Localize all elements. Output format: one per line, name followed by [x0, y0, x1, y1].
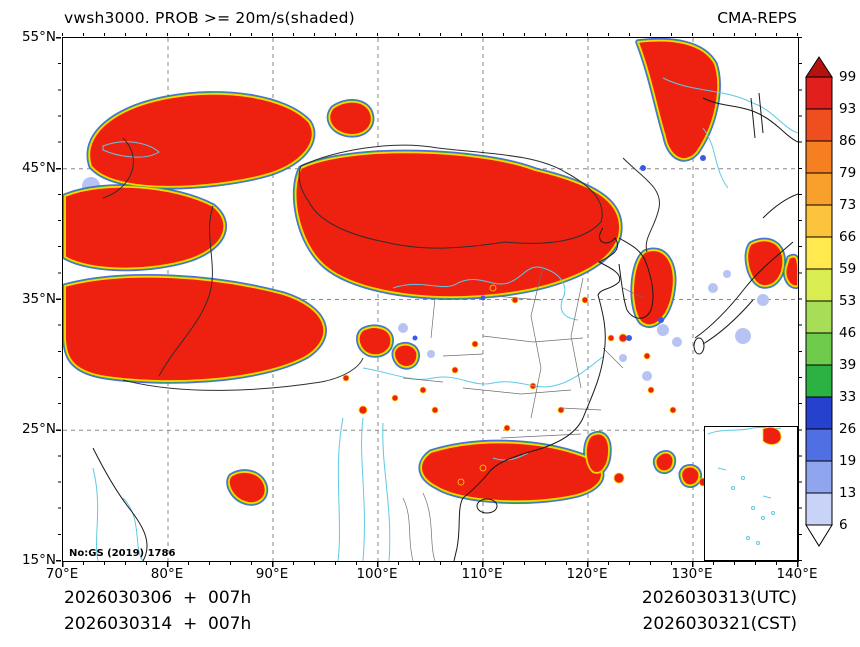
coastlines	[92, 92, 798, 561]
colorbar-tick: 53	[839, 293, 857, 309]
y-tick-label: 35°N	[21, 291, 56, 307]
colorbar-segment	[805, 332, 833, 366]
colorbar-tick: 93	[839, 101, 857, 117]
colorbar-segment	[805, 428, 833, 462]
colorbar-segment	[805, 492, 833, 526]
model-name: CMA-REPS	[717, 9, 797, 27]
x-tick-label: 80°E	[150, 566, 184, 582]
colorbar-segment	[805, 396, 833, 430]
colorbar-tick: 99	[839, 69, 857, 85]
colorbar-tick: 33	[839, 389, 857, 405]
province-borders	[402, 265, 644, 561]
y-tick-label: 25°N	[21, 421, 56, 437]
watermark-label: No:GS (2019) 1786	[69, 548, 175, 559]
y-tick-label: 15°N	[21, 552, 56, 568]
colorbar-segment	[805, 140, 833, 174]
x-axis-top-ticks	[62, 33, 799, 36]
country-borders	[102, 137, 660, 391]
colorbar-segment	[805, 172, 833, 206]
colorbar-segment	[805, 204, 833, 238]
colorbar-tick: 66	[839, 229, 857, 245]
colorbar-tick: 46	[839, 325, 857, 341]
colorbar-segment	[805, 76, 833, 110]
x-tick-label: 140°E	[776, 566, 818, 582]
colorbar-arrow-top	[805, 56, 833, 78]
colorbar-segment	[805, 108, 833, 142]
colorbar-tick: 59	[839, 261, 857, 277]
y-axis-major-ticks	[56, 37, 61, 562]
y-tick-label: 55°N	[21, 29, 56, 45]
south-china-sea-inset	[704, 426, 798, 561]
colorbar-segment	[805, 236, 833, 270]
colorbar-tick: 13	[839, 485, 857, 501]
valid-time-utc: 2026030313(UTC)	[641, 588, 797, 608]
colorbar-tick: 73	[839, 197, 857, 213]
y-tick-label: 45°N	[21, 160, 56, 176]
map-canvas: No:GS (2019) 1786	[63, 38, 798, 561]
colorbar-segment	[805, 460, 833, 494]
colorbar-tick: 79	[839, 165, 857, 181]
x-tick-label: 130°E	[671, 566, 713, 582]
init-time-utc-line: 2026030306 + 007h	[64, 588, 252, 608]
probability-shaded-regions	[64, 39, 798, 504]
y-axis-right-ticks	[799, 37, 802, 562]
colorbar-tick: 6	[839, 517, 848, 533]
map-plot-area: No:GS (2019) 1786	[62, 37, 799, 562]
colorbar	[805, 56, 835, 552]
colorbar-tick: 19	[839, 453, 857, 469]
x-tick-label: 70°E	[45, 566, 79, 582]
colorbar-tick: 26	[839, 421, 857, 437]
colorbar-tick: 39	[839, 357, 857, 373]
x-tick-label: 100°E	[356, 566, 398, 582]
colorbar-tick: 86	[839, 133, 857, 149]
colorbar-scale	[805, 56, 833, 547]
colorbar-segment	[805, 268, 833, 302]
init-time-cst-line: 2026030314 + 007h	[64, 614, 252, 634]
x-tick-label: 90°E	[255, 566, 289, 582]
x-tick-label: 120°E	[566, 566, 608, 582]
chart-title: vwsh3000. PROB >= 20m/s(shaded)	[64, 9, 355, 27]
x-tick-label: 110°E	[461, 566, 503, 582]
valid-time-cst: 2026030321(CST)	[642, 614, 797, 634]
colorbar-arrow-bottom	[805, 524, 833, 547]
colorbar-segment	[805, 364, 833, 398]
x-axis-major-ticks	[62, 562, 799, 567]
scattered-shaded-cells	[342, 155, 729, 487]
colorbar-segment	[805, 300, 833, 334]
